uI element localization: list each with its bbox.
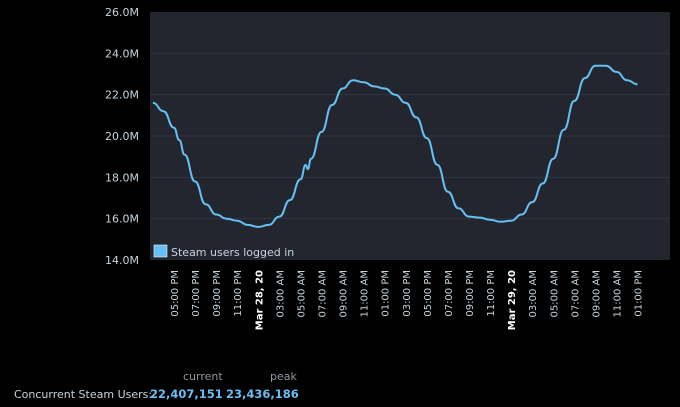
legend-swatch[interactable] bbox=[153, 244, 168, 258]
x-tick-label: 05:00 PM bbox=[423, 270, 434, 317]
x-tick-label: 01:00 PM bbox=[634, 270, 645, 317]
y-tick-label: 16.0M bbox=[105, 213, 139, 226]
chart: 26.0M 24.0M 22.0M 20.0M 18.0M 16.0M 14.0M 05:0… bbox=[105, 6, 670, 330]
y-tick-label: 14.0M bbox=[105, 254, 139, 267]
grid bbox=[150, 52, 670, 220]
x-tick-label: 01:00 PM bbox=[381, 270, 392, 317]
x-tick-label: 09:00 PM bbox=[465, 270, 476, 317]
x-tick-label: 07:00 AM bbox=[317, 270, 328, 317]
y-tick-label: 26.0M bbox=[105, 6, 139, 19]
peak-users-value: 23,436,186 bbox=[226, 387, 299, 401]
peak-header: peak bbox=[270, 370, 297, 383]
current-users-value: 22,407,151 bbox=[150, 387, 223, 401]
legend-label[interactable]: Steam users logged in bbox=[171, 246, 294, 259]
x-tick-label: 07:00 PM bbox=[444, 270, 455, 317]
series-line-steam-users[interactable] bbox=[152, 64, 638, 228]
x-tick-label: 11:00 AM bbox=[360, 270, 371, 317]
x-tick-label: 09:00 AM bbox=[339, 270, 350, 317]
x-tick-label: 09:00 AM bbox=[591, 270, 602, 317]
x-tick-label: 11:00 PM bbox=[233, 270, 244, 317]
concurrent-users-label: Concurrent Steam Users: bbox=[14, 388, 153, 401]
x-tick-label: 07:00 PM bbox=[191, 270, 202, 317]
stats-panel: current peak Concurrent Steam Users: 22,… bbox=[0, 370, 680, 407]
x-tick-label: 03:00 AM bbox=[528, 270, 539, 317]
x-tick-label: 03:00 PM bbox=[402, 270, 413, 317]
x-axis: 05:00 PM 07:00 PM 09:00 PM 11:00 PM Mar 28, … bbox=[170, 270, 645, 330]
x-tick-label: 09:00 PM bbox=[212, 270, 223, 317]
legend[interactable]: Steam users logged in bbox=[153, 244, 294, 259]
x-tick-label: 05:00 AM bbox=[296, 270, 307, 317]
series-layer bbox=[152, 64, 638, 228]
x-tick-label: 07:00 AM bbox=[570, 270, 581, 317]
y-axis: 26.0M 24.0M 22.0M 20.0M 18.0M 16.0M 14.0M bbox=[105, 6, 139, 267]
y-tick-label: 18.0M bbox=[105, 171, 139, 184]
current-header: current bbox=[183, 370, 223, 383]
x-tick-label: 11:00 AM bbox=[612, 270, 623, 317]
x-tick-label: 05:00 PM bbox=[170, 270, 181, 317]
y-tick-label: 24.0M bbox=[105, 47, 139, 60]
y-tick-label: 20.0M bbox=[105, 130, 139, 143]
x-tick-label: 03:00 AM bbox=[275, 270, 286, 317]
y-tick-label: 22.0M bbox=[105, 89, 139, 102]
x-tick-label-date: Mar 29, 20 bbox=[507, 270, 518, 330]
x-tick-label: 11:00 PM bbox=[486, 270, 497, 317]
x-tick-label: 05:00 AM bbox=[549, 270, 560, 317]
x-tick-label-date: Mar 28, 20 bbox=[254, 270, 265, 330]
